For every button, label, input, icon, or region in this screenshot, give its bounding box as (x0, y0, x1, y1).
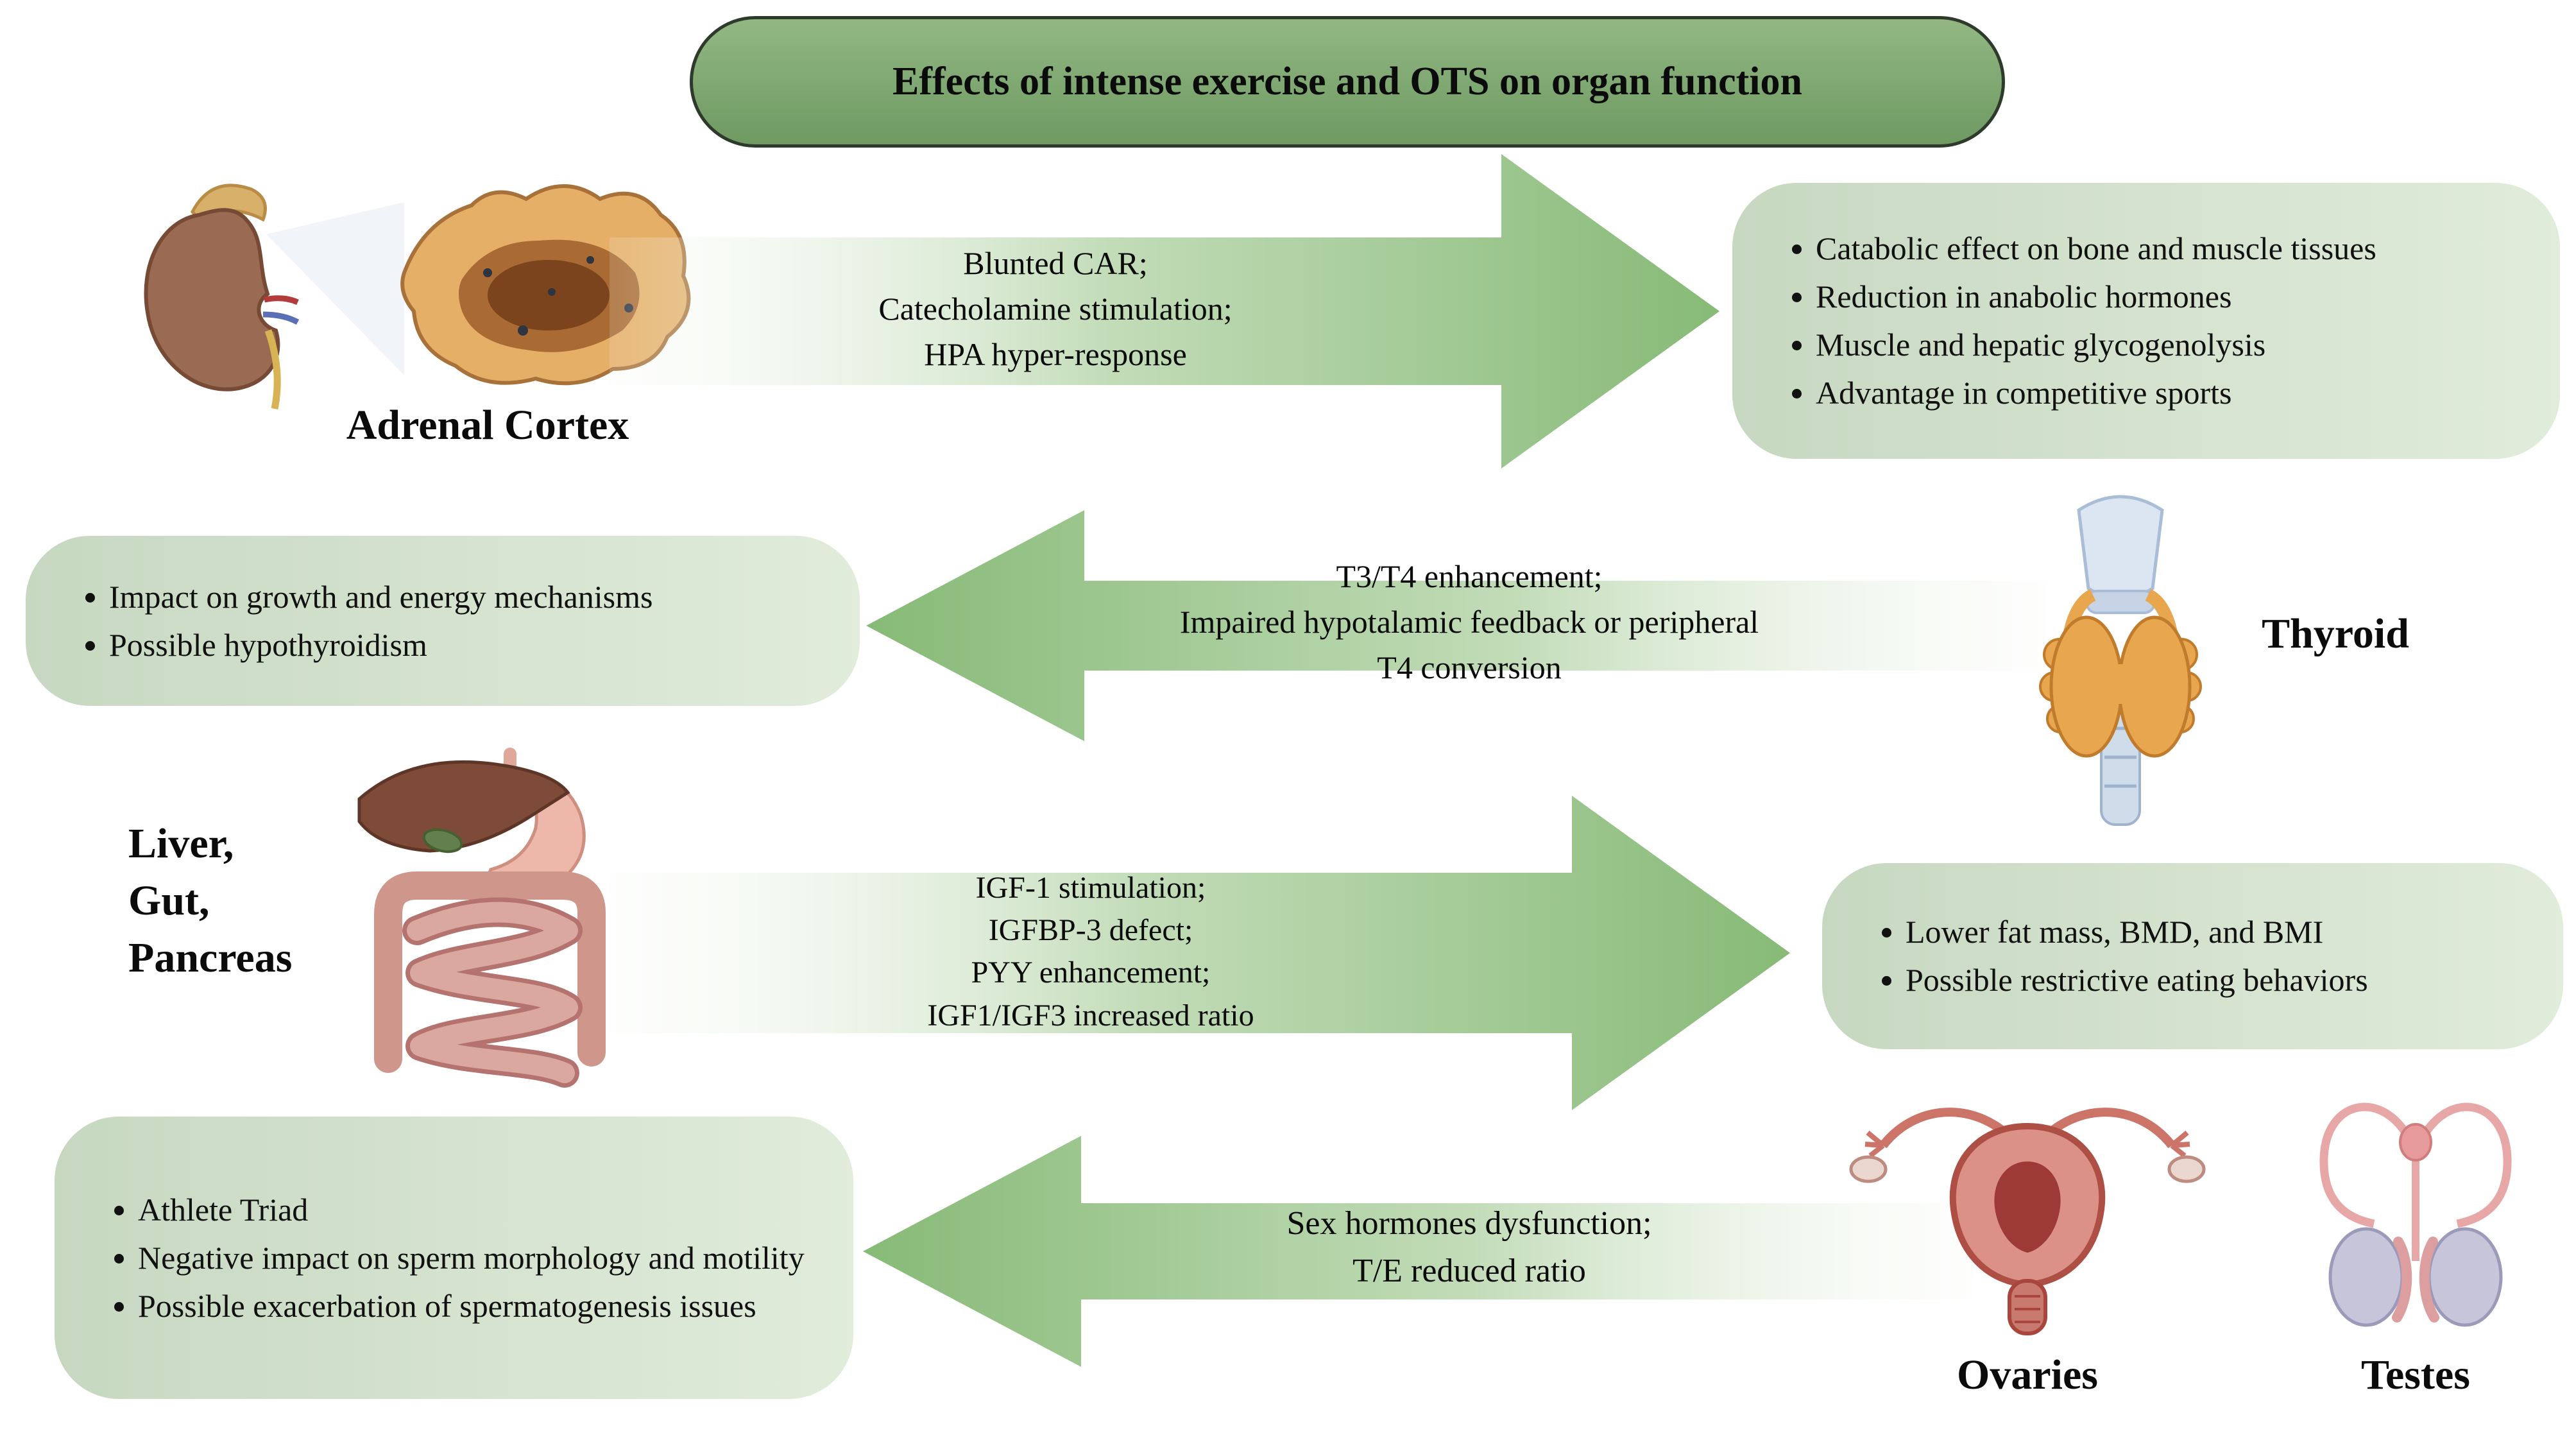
left-arrow-icon (866, 510, 2047, 741)
arrow-text-line: T4 conversion (1377, 649, 1562, 685)
organ-label-testes: Testes (2361, 1351, 2470, 1398)
arrow-label-gonads: Sex hormones dysfunction; T/E reduced ra… (1020, 1200, 1918, 1295)
arrow-label-digestive: IGF-1 stimulation; IGFBP-3 defect; PYY e… (642, 867, 1540, 1037)
bullet-item: Reduction in anabolic hormones (1816, 276, 2515, 318)
organ-label-thyroid: Thyroid (2262, 610, 2409, 657)
arrow-label-adrenal: Blunted CAR; Catecholamine stimulation; … (610, 241, 1501, 377)
thyroid-icon (2039, 495, 2202, 826)
bullet-item: Possible exacerbation of spermatogenesis… (138, 1285, 808, 1327)
arrow-thyroid-to-effects: T3/T4 enhancement; Impaired hypotalamic … (866, 510, 2047, 741)
bullet-item: Muscle and hepatic glycogenolysis (1816, 324, 2515, 366)
arrow-text-line: HPA hyper-response (924, 336, 1187, 372)
organ-label-ovaries: Ovaries (1957, 1351, 2098, 1398)
arrow-gonads-to-effects: Sex hormones dysfunction; T/E reduced ra… (863, 1136, 1973, 1367)
bullet-item: Lower fat mass, BMD, and BMI (1906, 911, 2518, 953)
effects-list-gonads: Athlete Triad Negative impact on sperm m… (99, 1183, 808, 1333)
testes-icon (2319, 1102, 2512, 1327)
bullet-item: Negative impact on sperm morphology and … (138, 1237, 808, 1279)
thyroid-illustration (2015, 472, 2226, 831)
arrow-text-line: Impaired hypotalamic feedback or periphe… (1179, 604, 1759, 640)
arrow-text-line: Catecholamine stimulation; (878, 291, 1233, 327)
arrow-digestive-to-effects: IGF-1 stimulation; IGFBP-3 defect; PYY e… (610, 796, 1790, 1110)
organ-label-line: Gut, (128, 877, 210, 925)
liver-gut-pancreas-icon (357, 748, 606, 1088)
effects-box-gonads: Athlete Triad Negative impact on sperm m… (55, 1117, 853, 1399)
arrow-text-line: Sex hormones dysfunction; (1286, 1205, 1652, 1242)
adrenal-cortex-illustration (103, 138, 693, 427)
effects-box-digestive: Lower fat mass, BMD, and BMI Possible re… (1822, 863, 2563, 1049)
right-arrow-icon (610, 796, 1790, 1110)
uterus-ovaries-icon (1849, 1108, 2206, 1335)
organ-label-line: Liver, (128, 820, 234, 867)
diagram-title-pill: Effects of intense exercise and OTS on o… (690, 16, 2005, 148)
arrow-adrenal-to-effects: Blunted CAR; Catecholamine stimulation; … (610, 154, 1719, 468)
organ-label-liver-gut-pancreas: Liver, Gut, Pancreas (128, 815, 372, 986)
effects-box-adrenal: Catabolic effect on bone and muscle tiss… (1732, 183, 2560, 459)
bullet-item: Possible hypothyroidism (109, 624, 815, 666)
arrow-text-line: PYY enhancement; (971, 956, 1211, 990)
effects-list-adrenal: Catabolic effect on bone and muscle tiss… (1777, 221, 2515, 420)
bullet-item: Possible restrictive eating behaviors (1906, 959, 2518, 1001)
kidney-adrenal-icon (144, 184, 691, 410)
digestive-system-illustration (340, 738, 642, 1110)
arrow-label-thyroid: T3/T4 enhancement; Impaired hypotalamic … (1020, 554, 1918, 690)
arrow-text-line: T3/T4 enhancement; (1336, 558, 1603, 594)
bullet-item: Advantage in competitive sports (1816, 372, 2515, 414)
arrow-text-line: IGF1/IGF3 increased ratio (927, 998, 1254, 1033)
organ-label-adrenal-cortex: Adrenal Cortex (346, 402, 629, 449)
arrow-text-line: T/E reduced ratio (1352, 1252, 1586, 1289)
bullet-item: Impact on growth and energy mechanisms (109, 576, 815, 618)
effects-list-digestive: Lower fat mass, BMD, and BMI Possible re… (1867, 905, 2518, 1007)
bullet-item: Catabolic effect on bone and muscle tiss… (1816, 228, 2515, 270)
testes-illustration (2290, 1056, 2541, 1351)
page-title: Effects of intense exercise and OTS on o… (892, 60, 1802, 103)
effects-box-thyroid: Impact on growth and energy mechanisms P… (26, 536, 860, 706)
arrow-text-line: IGF-1 stimulation; (975, 871, 1206, 905)
right-arrow-icon (610, 154, 1719, 468)
ovaries-illustration (1835, 1065, 2220, 1348)
arrow-text-line: IGFBP-3 defect; (988, 913, 1193, 948)
effects-list-thyroid: Impact on growth and energy mechanisms P… (71, 570, 815, 673)
arrow-text-line: Blunted CAR; (963, 245, 1148, 281)
organ-label-line: Pancreas (128, 934, 293, 982)
left-arrow-icon (863, 1136, 1973, 1367)
bullet-item: Athlete Triad (138, 1189, 808, 1231)
